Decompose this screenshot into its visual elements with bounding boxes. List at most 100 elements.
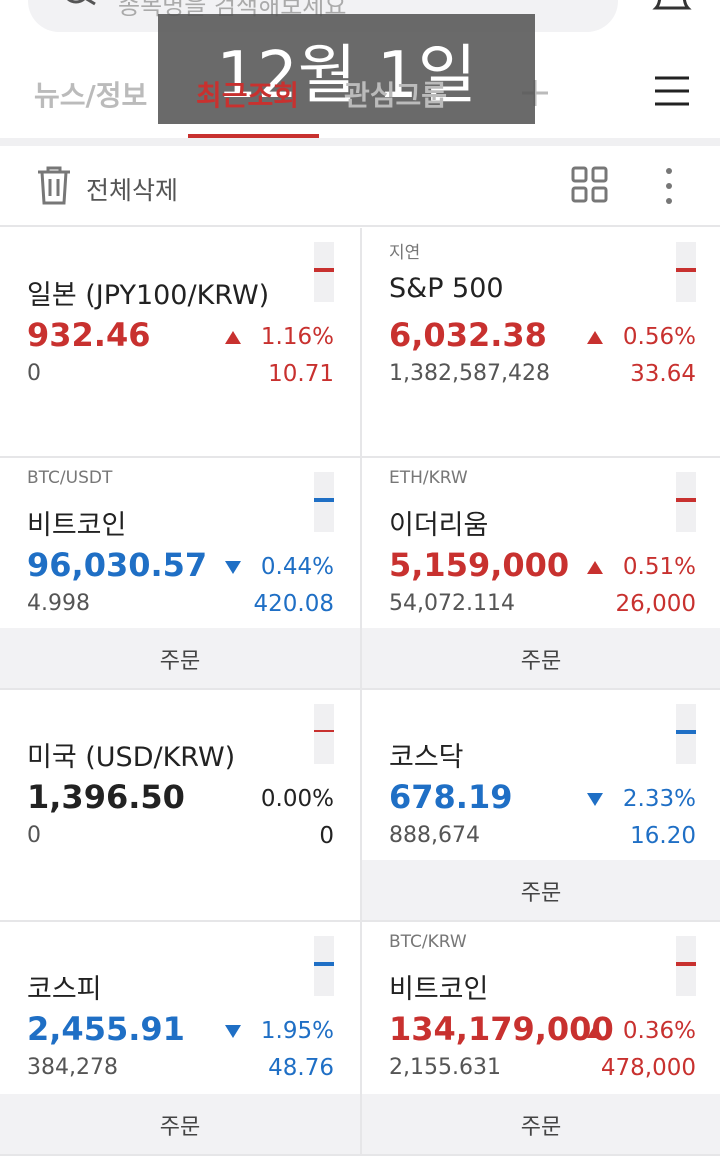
date-overlay: 12월 1일 [216,39,477,113]
mini-gauge-mark [676,498,696,502]
divider [360,690,362,922]
direction-arrow [225,1025,241,1038]
mini-gauge [314,704,334,764]
divider [0,1154,720,1156]
order-button-bg[interactable] [362,1094,720,1154]
divider [0,456,720,458]
divider [360,228,362,458]
divider [360,922,362,1156]
card-change-pct: 1.95% [260,1018,334,1044]
grid-view-icon[interactable] [571,166,609,204]
card-change-pct: 1.16% [260,324,334,350]
mini-gauge-mark [676,730,696,734]
order-button[interactable]: 주문 [520,649,562,674]
card-volume: 0 [27,361,41,386]
card-volume: 2,155.631 [389,1055,501,1080]
order-button[interactable]: 주문 [520,1115,562,1140]
card-change: 420.08 [253,591,334,617]
card-change-pct: 0.56% [622,324,696,350]
mini-gauge [314,936,334,996]
menu-icon[interactable] [654,76,690,106]
card-change: 48.76 [268,1055,334,1081]
delete-all[interactable]: 전체삭제 [86,176,179,205]
card-change: 26,000 [615,591,696,617]
card-name: 일본 (JPY100/KRW) [27,280,270,311]
divider [0,688,720,690]
mini-gauge-mark [314,730,334,732]
direction-arrow [225,561,241,574]
order-button[interactable]: 주문 [159,1115,201,1140]
more-icon[interactable] [662,166,676,206]
order-button[interactable]: 주문 [520,881,562,906]
mini-gauge [676,242,696,302]
card-name: S&P 500 [389,273,504,304]
card-change-pct: 0.44% [260,554,334,580]
date-overlay-box [158,14,535,124]
mini-gauge [314,242,334,302]
card-name: 코스닥 [389,742,464,773]
mini-gauge [676,472,696,532]
card-tag: 지연 [389,243,421,263]
direction-arrow [587,331,603,344]
card-price: 678.19 [389,778,513,816]
card-price: 2,455.91 [27,1010,185,1048]
card-price: 5,159,000 [389,546,570,584]
card-change-pct: 0.00% [260,786,334,812]
card-name: 코스피 [27,974,102,1005]
card-change: 10.71 [268,361,334,387]
card-price: 134,179,000 [389,1010,614,1048]
bell-icon[interactable] [650,0,694,18]
divider [360,458,362,690]
order-button-bg[interactable] [0,628,360,688]
card-volume: 54,072.114 [389,591,515,616]
mini-gauge-mark [314,498,334,502]
order-button-bg[interactable] [362,860,720,920]
divider [0,225,720,227]
mini-gauge-mark [314,268,334,272]
active-tab-underline [188,134,319,138]
card-tag: BTC/USDT [27,468,113,488]
trash-icon[interactable] [36,166,72,206]
card-tag: BTC/KRW [389,932,467,952]
tab[interactable]: 관심그룹 [344,79,448,112]
card-price: 932.46 [27,316,151,354]
card-change-pct: 0.51% [622,554,696,580]
mini-gauge-mark [676,268,696,272]
card-change-pct: 0.36% [622,1018,696,1044]
card-volume: 4.998 [27,591,90,616]
card-volume: 888,674 [389,823,480,848]
card-volume: 1,382,587,428 [389,361,550,386]
card-name: 미국 (USD/KRW) [27,742,236,773]
divider [0,138,720,146]
search-icon [66,0,96,6]
card-price: 96,030.57 [27,546,208,584]
divider [0,920,720,922]
direction-arrow [587,793,603,806]
card-volume: 0 [27,823,41,848]
direction-arrow [587,561,603,574]
direction-arrow [587,1025,603,1038]
card-change-pct: 2.33% [622,786,696,812]
card-volume: 384,278 [27,1055,118,1080]
direction-arrow [225,331,241,344]
mini-gauge [676,936,696,996]
card-change: 33.64 [630,361,696,387]
card-change: 478,000 [600,1055,696,1081]
mini-gauge [314,472,334,532]
card-name: 비트코인 [389,974,489,1005]
card-tag: ETH/KRW [389,468,468,488]
mini-gauge [676,704,696,764]
tab[interactable]: 뉴스/정보 [34,79,148,112]
card-change: 0 [319,823,334,849]
card-price: 6,032.38 [389,316,547,354]
order-button[interactable]: 주문 [159,649,201,674]
mini-gauge-mark [676,962,696,966]
order-button-bg[interactable] [0,1094,360,1154]
card-change: 16.20 [630,823,696,849]
tab[interactable]: 최근조회 [196,79,300,112]
mini-gauge-mark [314,962,334,966]
card-name: 이더리움 [389,510,489,541]
order-button-bg[interactable] [362,628,720,688]
card-price: 1,396.50 [27,778,185,816]
